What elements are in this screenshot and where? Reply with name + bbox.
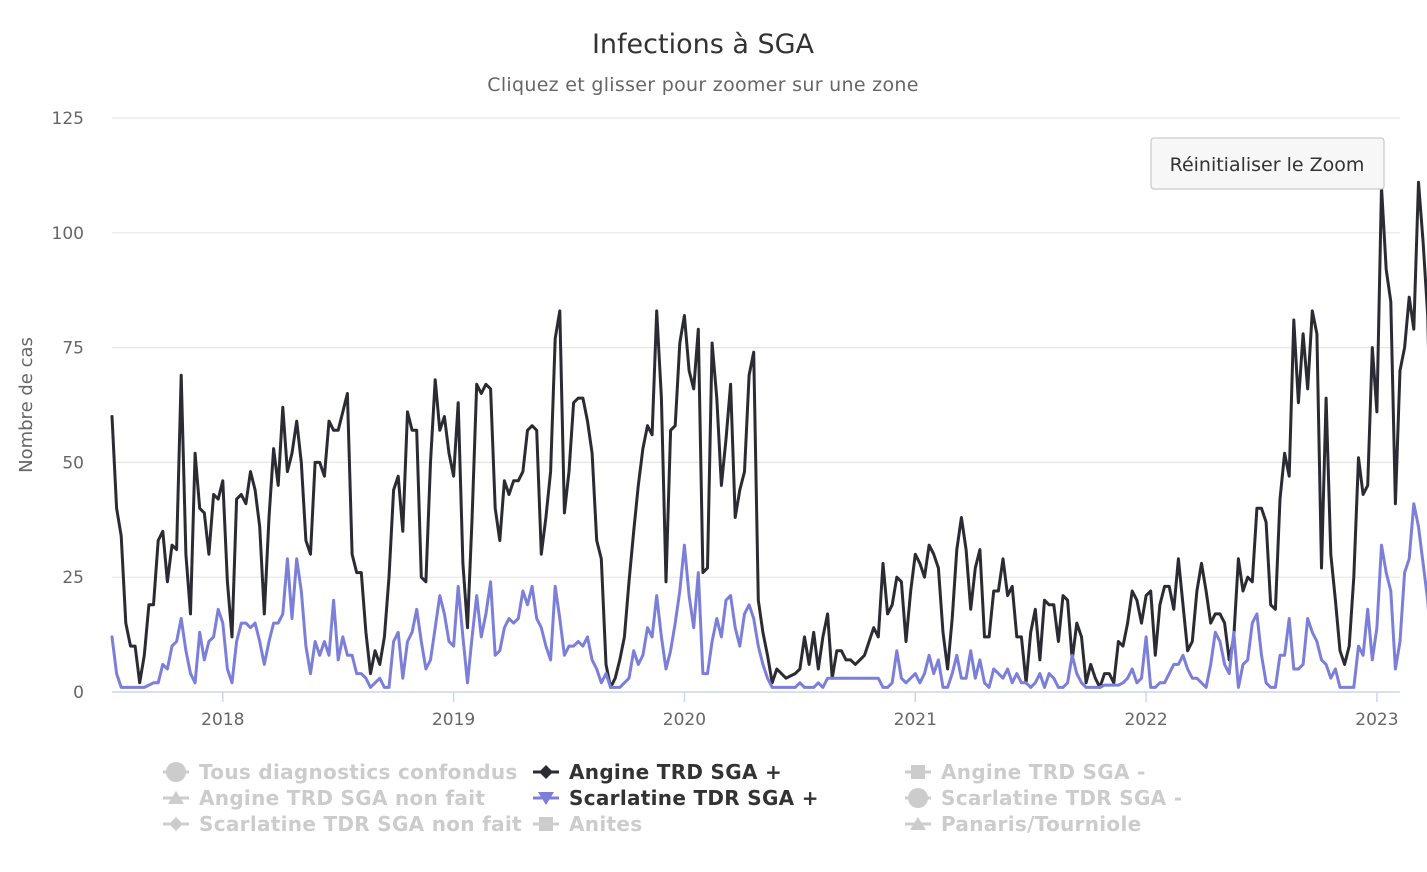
legend-item[interactable]: Panaris/Tourniole	[905, 812, 1141, 836]
x-tick-label: 2023	[1355, 710, 1398, 730]
square-marker-icon	[539, 817, 553, 831]
y-tick-label: 75	[62, 339, 84, 359]
legend: Tous diagnostics confondus Angine TRD SGA…	[163, 760, 1182, 836]
triangle-marker-icon	[910, 817, 926, 830]
legend-label[interactable]: Scarlatine TDR SGA -	[941, 786, 1182, 810]
reset-zoom-button[interactable]: Réinitialiser le Zoom	[1150, 137, 1385, 190]
legend-label[interactable]: Angine TRD SGA +	[569, 760, 782, 784]
series-line[interactable]	[110, 449, 1427, 689]
x-tick-label: 2021	[894, 710, 937, 730]
legend-label[interactable]: Anites	[569, 812, 642, 836]
circle-marker-icon	[166, 762, 186, 782]
chart-title: Infections à SGA	[592, 29, 815, 60]
x-tick-label: 2018	[201, 710, 244, 730]
series-scarlatine-tdr-sga-plus[interactable]	[110, 449, 1427, 689]
chart-subtitle: Cliquez et glisser pour zoomer sur une z…	[487, 74, 918, 96]
legend-label[interactable]: Angine TRD SGA non fait	[199, 786, 485, 810]
legend-label[interactable]: Panaris/Tourniole	[941, 812, 1141, 836]
plot-area[interactable]	[110, 164, 1427, 689]
legend-item[interactable]: Scarlatine TDR SGA -	[905, 786, 1182, 810]
legend-item[interactable]: Anites	[533, 812, 642, 836]
triangle-marker-icon	[168, 791, 184, 804]
x-tick-label: 2019	[432, 710, 475, 730]
y-tick-label: 50	[62, 453, 84, 473]
reset-zoom-label: Réinitialiser le Zoom	[1170, 154, 1365, 176]
legend-label[interactable]: Scarlatine TDR SGA non fait	[199, 812, 522, 836]
diamond-marker-icon	[169, 817, 183, 831]
diamond-marker-icon	[539, 765, 553, 779]
y-axis-ticks: 0 25 50 75 100 125	[52, 109, 84, 703]
legend-label[interactable]: Angine TRD SGA -	[941, 760, 1146, 784]
x-axis-ticks: 2018 2019 2020 2021 2022 2023	[201, 692, 1399, 730]
x-tick-label: 2022	[1124, 710, 1167, 730]
legend-label[interactable]: Tous diagnostics confondus	[199, 760, 518, 784]
y-axis-label: Nombre de cas	[16, 337, 37, 473]
square-marker-icon	[911, 765, 925, 779]
legend-item[interactable]: Scarlatine TDR SGA +	[533, 786, 819, 810]
legend-item[interactable]: Scarlatine TDR SGA non fait	[163, 812, 522, 836]
legend-item[interactable]: Angine TRD SGA +	[533, 760, 782, 784]
y-tick-label: 0	[73, 683, 84, 703]
y-tick-label: 25	[62, 568, 84, 588]
legend-label[interactable]: Scarlatine TDR SGA +	[569, 786, 819, 810]
x-tick-label: 2020	[663, 710, 706, 730]
series-angine-trd-sga-plus[interactable]	[110, 164, 1427, 689]
y-tick-label: 125	[52, 109, 84, 129]
y-tick-label: 100	[52, 224, 84, 244]
series-line[interactable]	[110, 164, 1427, 689]
legend-item[interactable]: Angine TRD SGA -	[905, 760, 1146, 784]
triangle-down-marker-icon	[538, 792, 554, 805]
legend-item[interactable]: Tous diagnostics confondus	[163, 760, 518, 784]
legend-item[interactable]: Angine TRD SGA non fait	[163, 786, 485, 810]
circle-marker-icon	[908, 788, 928, 808]
